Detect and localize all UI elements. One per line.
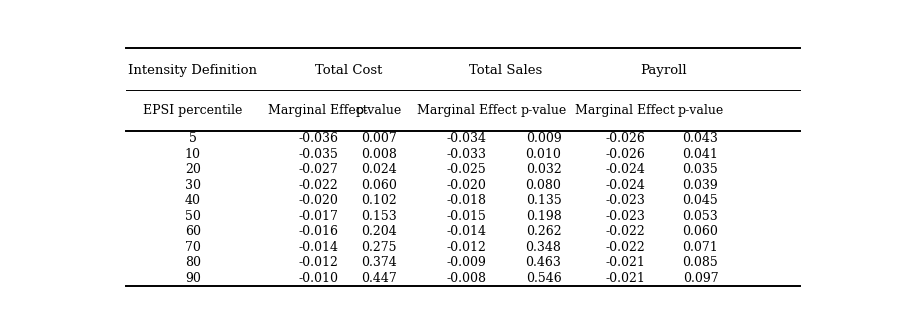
Text: 0.447: 0.447 [361, 272, 397, 285]
Text: 30: 30 [184, 179, 201, 192]
Text: 10: 10 [184, 148, 201, 161]
Text: 0.198: 0.198 [526, 210, 562, 223]
Text: 0.071: 0.071 [682, 241, 718, 254]
Text: 0.374: 0.374 [361, 256, 397, 269]
Text: -0.017: -0.017 [298, 210, 338, 223]
Text: 60: 60 [184, 225, 201, 238]
Text: p-value: p-value [678, 104, 724, 117]
Text: 0.153: 0.153 [361, 210, 397, 223]
Text: 0.204: 0.204 [361, 225, 397, 238]
Text: 0.463: 0.463 [526, 256, 562, 269]
Text: -0.034: -0.034 [446, 132, 487, 145]
Text: -0.020: -0.020 [447, 179, 487, 192]
Text: 0.007: 0.007 [361, 132, 397, 145]
Text: -0.014: -0.014 [298, 241, 338, 254]
Text: 0.546: 0.546 [526, 272, 562, 285]
Text: -0.012: -0.012 [447, 241, 487, 254]
Text: 0.102: 0.102 [361, 194, 397, 207]
Text: Marginal Effect: Marginal Effect [268, 104, 368, 117]
Text: 0.348: 0.348 [526, 241, 562, 254]
Text: 0.275: 0.275 [361, 241, 397, 254]
Text: -0.008: -0.008 [446, 272, 487, 285]
Text: Marginal Effect: Marginal Effect [575, 104, 675, 117]
Text: EPSI percentile: EPSI percentile [143, 104, 242, 117]
Text: -0.021: -0.021 [605, 272, 645, 285]
Text: 0.080: 0.080 [526, 179, 562, 192]
Text: -0.010: -0.010 [298, 272, 338, 285]
Text: -0.035: -0.035 [298, 148, 338, 161]
Text: -0.022: -0.022 [299, 179, 338, 192]
Text: 0.041: 0.041 [682, 148, 718, 161]
Text: -0.022: -0.022 [606, 225, 645, 238]
Text: -0.025: -0.025 [447, 163, 487, 176]
Text: Total Sales: Total Sales [469, 64, 543, 77]
Text: Payroll: Payroll [640, 64, 687, 77]
Text: -0.021: -0.021 [605, 256, 645, 269]
Text: 0.010: 0.010 [526, 148, 562, 161]
Text: -0.023: -0.023 [605, 210, 645, 223]
Text: 70: 70 [184, 241, 201, 254]
Text: 0.045: 0.045 [682, 194, 718, 207]
Text: 0.008: 0.008 [361, 148, 397, 161]
Text: -0.026: -0.026 [605, 132, 645, 145]
Text: -0.014: -0.014 [446, 225, 487, 238]
Text: 40: 40 [184, 194, 201, 207]
Text: 0.039: 0.039 [682, 179, 718, 192]
Text: -0.016: -0.016 [298, 225, 338, 238]
Text: 0.085: 0.085 [682, 256, 718, 269]
Text: -0.009: -0.009 [447, 256, 487, 269]
Text: -0.015: -0.015 [447, 210, 487, 223]
Text: 0.060: 0.060 [361, 179, 397, 192]
Text: 0.009: 0.009 [526, 132, 562, 145]
Text: 0.024: 0.024 [361, 163, 397, 176]
Text: -0.024: -0.024 [605, 179, 645, 192]
Text: -0.026: -0.026 [605, 148, 645, 161]
Text: -0.012: -0.012 [298, 256, 338, 269]
Text: 80: 80 [184, 256, 201, 269]
Text: 0.097: 0.097 [683, 272, 718, 285]
Text: 0.135: 0.135 [526, 194, 562, 207]
Text: -0.018: -0.018 [446, 194, 487, 207]
Text: -0.036: -0.036 [298, 132, 338, 145]
Text: p-value: p-value [356, 104, 402, 117]
Text: p-value: p-value [520, 104, 567, 117]
Text: 0.262: 0.262 [526, 225, 562, 238]
Text: 0.060: 0.060 [682, 225, 718, 238]
Text: 0.053: 0.053 [682, 210, 718, 223]
Text: 90: 90 [184, 272, 201, 285]
Text: 0.035: 0.035 [682, 163, 718, 176]
Text: -0.024: -0.024 [605, 163, 645, 176]
Text: 0.032: 0.032 [526, 163, 562, 176]
Text: -0.020: -0.020 [298, 194, 338, 207]
Text: 20: 20 [184, 163, 201, 176]
Text: Intensity Definition: Intensity Definition [128, 64, 257, 77]
Text: -0.022: -0.022 [606, 241, 645, 254]
Text: 0.043: 0.043 [682, 132, 718, 145]
Text: 50: 50 [184, 210, 201, 223]
Text: -0.033: -0.033 [446, 148, 487, 161]
Text: 5: 5 [189, 132, 196, 145]
Text: Marginal Effect: Marginal Effect [417, 104, 517, 117]
Text: Total Cost: Total Cost [315, 64, 382, 77]
Text: -0.027: -0.027 [299, 163, 338, 176]
Text: -0.023: -0.023 [605, 194, 645, 207]
